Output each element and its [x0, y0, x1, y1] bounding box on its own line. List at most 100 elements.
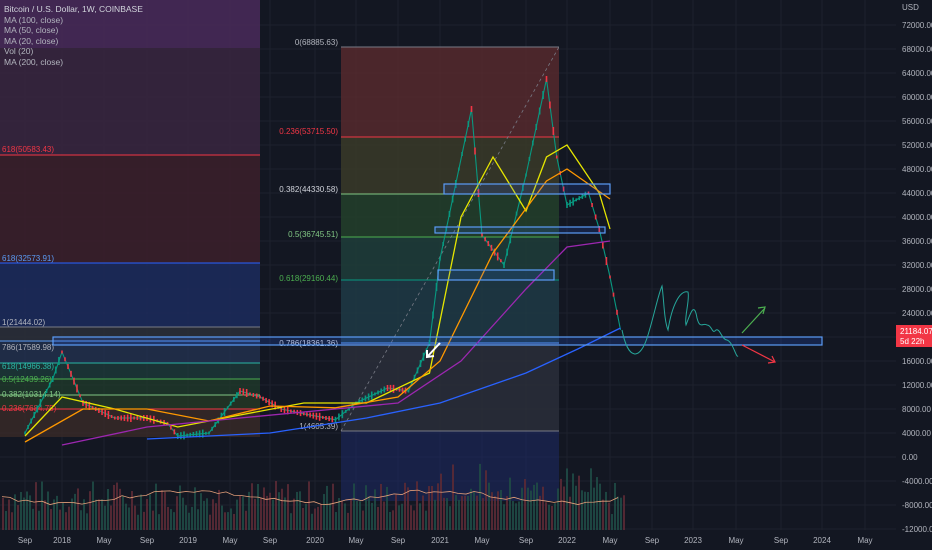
time-tick: 2023: [684, 536, 702, 545]
price-candle: [101, 409, 103, 415]
price-candle: [55, 366, 57, 374]
price-candle: [413, 374, 416, 380]
price-candle: [364, 395, 367, 402]
fib-right-label: 0.5(36745.51): [288, 230, 338, 239]
fib-left-label: 618(32573.91): [2, 254, 54, 263]
indicator-ma20[interactable]: MA (20, close): [4, 35, 59, 46]
price-candle: [341, 410, 344, 419]
price-candle: [48, 382, 51, 388]
price-candle: [64, 357, 66, 362]
price-candle: [587, 191, 590, 195]
price-candle: [85, 401, 87, 408]
price-candle: [91, 406, 94, 409]
price-tick: 40000.00: [902, 213, 932, 222]
price-candle: [528, 157, 531, 161]
price-candle: [280, 406, 283, 412]
time-tick: May: [348, 536, 363, 545]
price-candle: [344, 409, 347, 413]
price-candle: [428, 340, 431, 346]
price-candle: [299, 410, 302, 417]
price-candle: [377, 390, 379, 395]
price-candle: [268, 399, 270, 406]
price-candle: [572, 197, 574, 206]
time-tick: 2022: [558, 536, 576, 545]
price-candle: [70, 370, 72, 377]
price-tick: 16000.00: [902, 357, 932, 366]
price-candle: [566, 202, 568, 208]
ma-line: [24, 144, 611, 437]
fib-right-label: 0.618(29160.44): [279, 274, 338, 283]
price-candle: [107, 411, 110, 419]
price-candle: [242, 388, 245, 396]
price-candle: [490, 244, 493, 251]
price-candle: [208, 431, 210, 435]
price-candle: [542, 91, 544, 99]
indicator-ma100[interactable]: MA (100, close): [4, 14, 64, 25]
ma-line: [61, 240, 611, 446]
price-candle: [361, 397, 364, 403]
price-tick: 44000.00: [902, 189, 932, 198]
price-candle: [170, 425, 172, 430]
price-candle: [67, 364, 69, 370]
indicator-ma200[interactable]: MA (200, close): [4, 56, 64, 67]
indicator-volume[interactable]: Vol (20): [4, 46, 34, 57]
price-candle: [186, 433, 188, 437]
price-candle: [442, 242, 444, 246]
price-candle: [575, 198, 578, 202]
price-candle: [522, 184, 524, 191]
price-candle: [229, 401, 232, 406]
price-candle: [407, 389, 410, 393]
price-candle: [98, 408, 100, 413]
price-candle: [183, 431, 185, 440]
price-candle: [392, 384, 395, 393]
price-candle: [252, 393, 255, 397]
time-tick: 2018: [53, 536, 71, 545]
price-tick: 8000.00: [902, 405, 931, 414]
price-candle: [525, 173, 527, 177]
price-candle: [315, 412, 318, 420]
projection-drawings[interactable]: [426, 284, 776, 364]
fib-right-label: 1(4605.39): [299, 422, 338, 431]
fib-retracement-left[interactable]: [0, 0, 260, 437]
fib-left-label: 0.5(12439.26): [2, 375, 52, 384]
price-candle: [236, 392, 238, 399]
price-candle: [136, 416, 139, 420]
price-candle: [461, 152, 463, 156]
price-candle: [348, 406, 350, 411]
time-tick: Sep: [774, 536, 789, 545]
price-candle: [189, 432, 192, 437]
current-price-badge: [896, 325, 932, 347]
price-tick: 36000.00: [902, 237, 932, 246]
time-scale[interactable]: Sep 2018 May Sep 2019 May Sep 2020 May Sep 2021 May…: [18, 536, 873, 545]
price-candle: [535, 124, 538, 130]
indicator-ma50[interactable]: MA (50, close): [4, 25, 59, 36]
price-candle: [416, 367, 419, 374]
price-candle: [117, 416, 119, 420]
price-tick: 52000.00: [902, 141, 932, 150]
price-tick: -8000.00: [902, 501, 932, 510]
projection-path: [621, 284, 739, 357]
time-tick: 2020: [306, 536, 324, 545]
price-candle: [591, 203, 593, 207]
price-candle: [605, 257, 608, 265]
price-candle: [30, 418, 32, 424]
price-candle: [555, 155, 558, 159]
time-tick: May: [728, 536, 743, 545]
support-zone-main: [52, 336, 823, 346]
price-candle: [331, 416, 334, 423]
price-candle: [389, 384, 392, 392]
fib-right-label: 0.236(53715.50): [279, 127, 338, 136]
price-candle: [552, 127, 555, 135]
symbol-title[interactable]: Bitcoin / U.S. Dollar, 1W, COINBASE: [4, 4, 143, 14]
price-tick: 60000.00: [902, 93, 932, 102]
price-candle: [584, 191, 587, 198]
price-scale[interactable]: USD 72000.00 68000.00 64000.00 60000.00 5600…: [896, 0, 932, 550]
price-tick: 28000.00: [902, 285, 932, 294]
price-tick: 48000.00: [902, 165, 932, 174]
price-candle: [435, 283, 438, 291]
price-candle: [467, 121, 470, 127]
price-candle: [509, 235, 512, 244]
price-tick: 64000.00: [902, 69, 932, 78]
price-candle: [410, 382, 413, 387]
